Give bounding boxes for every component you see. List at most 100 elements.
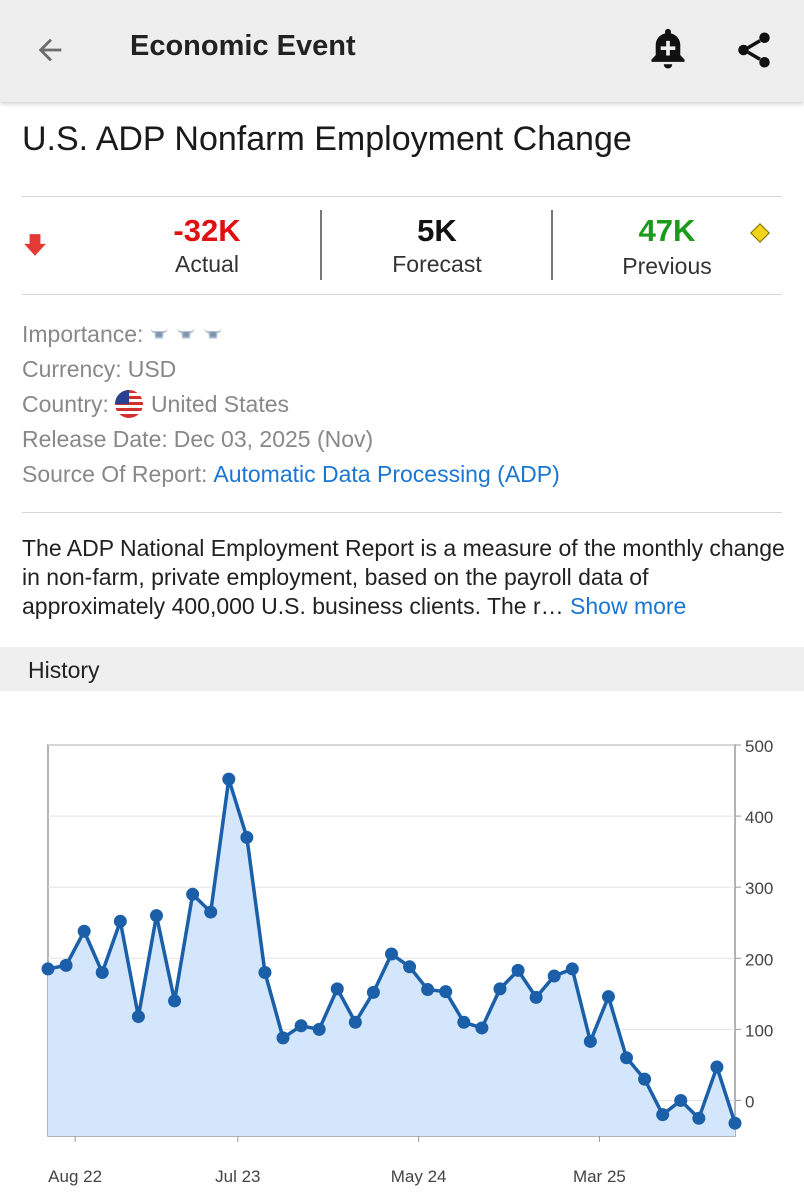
y-tick-label: 0 <box>745 1092 754 1111</box>
history-label: History <box>28 657 100 683</box>
forecast-stat: 5K Forecast <box>352 212 522 278</box>
release-date-label: Release Date: <box>22 425 168 452</box>
data-point <box>222 772 236 786</box>
data-point <box>547 969 561 983</box>
data-point <box>710 1060 724 1074</box>
importance-label: Importance: <box>22 320 144 347</box>
forecast-label: Forecast <box>392 251 482 277</box>
data-point <box>565 962 579 976</box>
actual-value: -32K <box>173 213 241 248</box>
source-row: Source Of Report: Automatic Data Process… <box>22 456 560 491</box>
currency-label: Currency: <box>22 355 122 382</box>
data-point <box>366 985 380 999</box>
actual-label: Actual <box>175 251 239 277</box>
data-point <box>95 965 109 979</box>
data-point <box>312 1022 326 1036</box>
forecast-value: 5K <box>417 213 457 248</box>
history-chart[interactable]: 0 100 200 300 400 500 Aug 22 Jul 23 May 24 Mar 25 <box>0 700 804 1200</box>
x-tick-label: Mar 25 <box>573 1167 626 1186</box>
data-point <box>493 982 507 996</box>
data-point <box>403 960 417 974</box>
bull-icon <box>177 327 196 338</box>
data-point <box>77 924 91 938</box>
share-icon <box>738 32 770 68</box>
data-point <box>620 1051 634 1065</box>
stats-row: -32K Actual 5K Forecast 47K Previous <box>0 198 804 294</box>
data-point <box>294 1019 308 1033</box>
data-point <box>204 905 218 919</box>
share-button[interactable] <box>726 22 782 78</box>
description-text: The ADP National Employment Report is a … <box>22 535 785 619</box>
data-point <box>656 1108 670 1122</box>
data-point <box>240 830 254 844</box>
country-label: Country: <box>22 390 109 417</box>
importance-bulls <box>143 319 224 349</box>
data-point <box>638 1072 652 1086</box>
bell-plus-icon <box>651 28 685 69</box>
source-link[interactable]: Automatic Data Processing (ADP) <box>213 460 560 487</box>
data-point <box>728 1116 742 1130</box>
y-tick-label: 400 <box>745 808 773 827</box>
back-button[interactable] <box>26 26 74 74</box>
arrow-left-icon <box>38 38 62 62</box>
previous-stat: 47K Previous <box>582 212 752 280</box>
event-title: U.S. ADP Nonfarm Employment Change <box>22 120 632 158</box>
event-info: Importance: Currency: USD Country: Unite… <box>22 316 560 491</box>
data-point <box>457 1015 471 1029</box>
data-point <box>475 1021 489 1035</box>
importance-row: Importance: <box>22 316 560 351</box>
data-point <box>168 994 182 1008</box>
data-point <box>601 990 615 1004</box>
x-tick-label: Aug 22 <box>48 1167 102 1186</box>
down-arrow-icon <box>24 234 46 256</box>
source-label: Source Of Report: <box>22 460 208 487</box>
data-point <box>186 887 200 901</box>
data-point <box>59 958 73 972</box>
data-point <box>131 1010 145 1024</box>
y-tick-label: 500 <box>745 737 773 756</box>
data-point <box>113 914 127 928</box>
data-point <box>583 1034 597 1048</box>
currency-value: USD <box>127 355 177 382</box>
previous-value: 47K <box>638 213 696 248</box>
stat-separator <box>320 210 322 280</box>
show-more-link[interactable]: Show more <box>570 593 687 619</box>
release-date-value: Dec 03, 2025 (Nov) <box>173 425 374 452</box>
bull-icon <box>204 327 223 338</box>
currency-row: Currency: USD <box>22 351 560 386</box>
data-point <box>439 985 453 999</box>
data-point <box>330 982 344 996</box>
data-point <box>41 962 55 976</box>
add-alert-button[interactable] <box>640 22 696 78</box>
data-point <box>674 1093 688 1107</box>
us-flag-icon <box>114 389 143 418</box>
data-point <box>421 983 435 997</box>
page-title: Economic Event <box>130 30 356 62</box>
data-point <box>276 1031 290 1045</box>
country-row: Country: United States <box>22 386 560 421</box>
divider <box>22 512 782 513</box>
x-tick-label: May 24 <box>391 1167 447 1186</box>
app-bar: Economic Event <box>0 0 804 102</box>
actual-stat: -32K Actual <box>122 212 292 278</box>
y-tick-label: 100 <box>745 1021 773 1040</box>
divider <box>22 294 782 295</box>
history-section-header: History <box>0 647 804 691</box>
data-point <box>348 1015 362 1029</box>
release-date-row: Release Date: Dec 03, 2025 (Nov) <box>22 421 560 456</box>
event-description: The ADP National Employment Report is a … <box>22 534 792 621</box>
data-point <box>258 965 272 979</box>
country-value: United States <box>150 390 290 417</box>
data-point <box>511 963 525 977</box>
data-point <box>529 990 543 1004</box>
data-point <box>692 1111 706 1125</box>
stat-separator <box>551 210 553 280</box>
data-point <box>149 909 163 923</box>
bull-icon <box>150 327 169 338</box>
data-point <box>385 947 398 961</box>
divider <box>22 196 782 197</box>
y-tick-label: 300 <box>745 879 773 898</box>
y-tick-label: 200 <box>745 950 773 969</box>
x-tick-label: Jul 23 <box>215 1167 260 1186</box>
previous-label: Previous <box>622 253 712 279</box>
